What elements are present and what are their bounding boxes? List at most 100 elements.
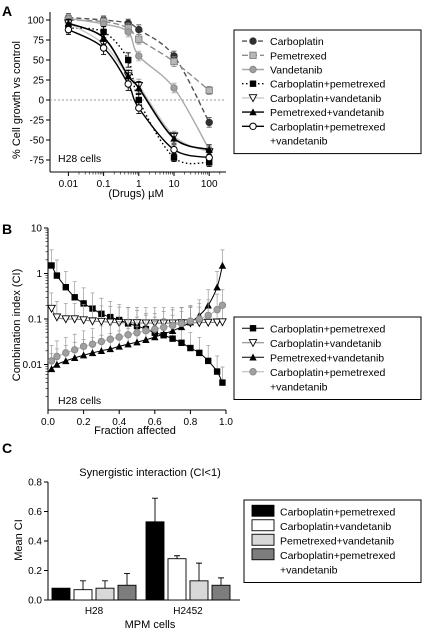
panel-a-x-tick-label: 0.1 — [97, 179, 111, 190]
panel-c-legend-label: Carboplatin+pemetrexed — [280, 550, 395, 562]
panel-b-data-point — [133, 328, 141, 337]
panel-a-legend-label: Carboplatin+pemetrexed — [270, 79, 385, 91]
panel-a-legend-marker — [249, 51, 257, 59]
panel-a-data-point — [64, 25, 73, 34]
panel-a-legend-marker — [249, 37, 257, 45]
panel-c-bar — [117, 584, 137, 601]
panel-c-bar — [167, 558, 187, 601]
panel-b-x-tick-label: 0.4 — [112, 417, 126, 428]
panel-a-legend-marker — [249, 65, 257, 74]
panel-a-data-point — [205, 118, 213, 127]
panel-c-bar — [51, 587, 71, 601]
panel-c-y-tick-label: 0.4 — [28, 537, 42, 548]
panel-a-y-tick-label: 75 — [33, 36, 45, 47]
panel-b-data-point — [61, 315, 71, 324]
panel-a-data-point — [205, 153, 213, 162]
panel-b-data-point — [186, 317, 195, 325]
panel-b-data-point — [79, 316, 89, 325]
panel-c-error-bar — [102, 580, 108, 589]
panel-c-legend-label: Carboplatin+pemetrexed — [280, 506, 395, 518]
panel-b-data-point — [105, 318, 115, 327]
panel-b-data-point — [88, 349, 97, 357]
panel-a-legend-label: Carboplatin+vandetanib — [270, 93, 381, 105]
panel-a-x-axis-title: (Drugs) µM — [108, 188, 163, 200]
panel-a-data-point — [99, 33, 108, 41]
panel-b-data-point — [213, 306, 221, 314]
panel-a-x-tick-label: 100 — [201, 179, 218, 190]
panel-c-error-bar — [174, 555, 180, 559]
panel-b-y-tick-label: 1 — [36, 269, 42, 280]
panel-b-data-point — [195, 315, 204, 323]
panel-c-y-tick-label: 0.0 — [28, 596, 42, 607]
panel-b-data-point — [79, 342, 88, 351]
panel-b-y-axis-title: Combination index (CI) — [11, 269, 23, 382]
panel-b-data-point — [80, 300, 87, 307]
panel-b-legend-marker — [248, 339, 258, 348]
panel-b-data-point — [169, 335, 176, 342]
panel-a-y-tick-label: -50 — [30, 136, 45, 147]
panel-b-combination-index-chart: Combination index (CI) Fraction affected… — [11, 224, 422, 437]
panel-b-data-point — [48, 262, 55, 269]
panel-b-data-point — [96, 317, 106, 327]
panel-b-data-point — [218, 261, 227, 269]
panel-b-data-point — [106, 345, 114, 353]
panel-a-legend-box — [233, 29, 422, 155]
panel-b-data-point — [79, 351, 88, 359]
panel-b-data-point — [204, 311, 212, 320]
panel-a-y-tick-label: 25 — [33, 76, 45, 87]
panel-b-legend-marker — [249, 325, 257, 332]
panel-a-data-point — [135, 84, 143, 92]
panel-b-data-point — [168, 327, 177, 335]
panel-b-data-point — [203, 318, 213, 328]
panel-b-y-tick-label: 0.01 — [23, 360, 43, 371]
panel-c-x-axis-title: MPM cells — [125, 619, 176, 631]
panel-a-y-tick-label: 100 — [27, 16, 44, 27]
panel-b-data-point — [219, 379, 226, 386]
panel-b-data-point — [196, 349, 203, 357]
panel-c-y-tick-label: 0.6 — [28, 507, 42, 518]
panel-c-category-label: H2452 — [173, 606, 203, 617]
panel-b-legend-marker — [249, 368, 257, 376]
panel-b-data-point — [47, 357, 56, 365]
panel-a-legend-label: Carboplatin+pemetrexed — [270, 121, 385, 133]
panel-b-legend-label: Carboplatin+vandetanib — [270, 338, 381, 350]
panel-c-bar — [73, 589, 93, 601]
panel-c-bar — [211, 584, 231, 601]
panel-a-legend-label: +vandetanib — [270, 136, 328, 148]
panel-b-x-tick-label: 0.2 — [77, 417, 91, 428]
panel-a-x-tick-label: 0.01 — [59, 179, 79, 190]
panel-b-data-point — [212, 318, 222, 327]
panel-b-data-point — [133, 338, 141, 346]
panel-c-legend-label: Pemetrexed+vandetanib — [280, 535, 394, 547]
panel-b-data-point — [53, 352, 61, 361]
panel-b-data-point — [71, 294, 78, 301]
panel-c-legend-swatch — [251, 519, 275, 532]
panel-b-legend-label: +vandetanib — [270, 381, 328, 393]
panel-b-legend-label: Carboplatin+pemetrexed — [270, 367, 385, 379]
panel-b-y-tick-label: 10 — [31, 224, 43, 235]
panel-a-legend-marker — [248, 94, 258, 103]
panel-a-letter: A — [2, 3, 12, 19]
panel-b-data-point — [124, 331, 132, 339]
panel-a-legend-label: Pemetrexed+vandetanib — [270, 107, 384, 119]
panel-b-data-point — [115, 333, 123, 341]
panel-a-data-point — [170, 58, 178, 66]
panel-c-y-tick-label: 0.2 — [28, 566, 42, 577]
panel-a-y-tick-label: 50 — [33, 56, 45, 67]
panel-a-x-tick-label: 1 — [136, 179, 142, 190]
panel-b-data-point — [71, 346, 79, 354]
panel-b-data-point — [168, 321, 177, 330]
panel-a-data-point — [135, 25, 143, 34]
panel-b-legend-label: Pemetrexed+vandetanib — [270, 352, 384, 364]
panel-a-legend-label: Carboplatin — [270, 36, 324, 48]
panel-c-y-axis-title: Mean CI — [13, 519, 25, 561]
panel-c-error-bar — [124, 573, 130, 586]
panel-b-data-point — [88, 340, 97, 348]
panel-b-data-point — [70, 315, 80, 324]
panel-b-data-point — [47, 365, 56, 373]
panel-a-y-tick-label: 0 — [38, 96, 44, 107]
panel-a-y-tick-label: -75 — [30, 156, 45, 167]
panel-c-error-bar — [196, 562, 202, 581]
panel-b-data-point — [177, 319, 186, 328]
panel-c-legend-swatch — [251, 533, 275, 546]
